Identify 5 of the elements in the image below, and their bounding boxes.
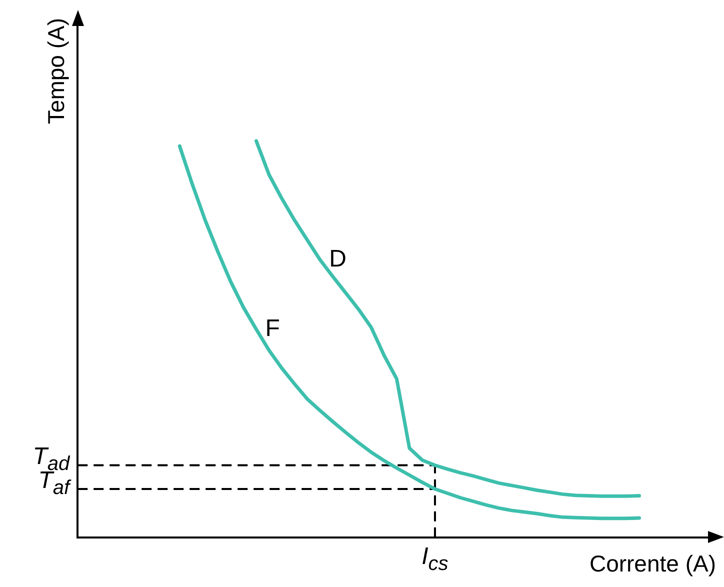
- x-axis-title: Corrente (A): [589, 550, 716, 577]
- text: I$_{cs}$: [422, 543, 448, 576]
- series-label: D: [329, 245, 346, 272]
- y-axis-title: Tempo (A): [43, 18, 70, 124]
- series-label: F: [265, 314, 280, 342]
